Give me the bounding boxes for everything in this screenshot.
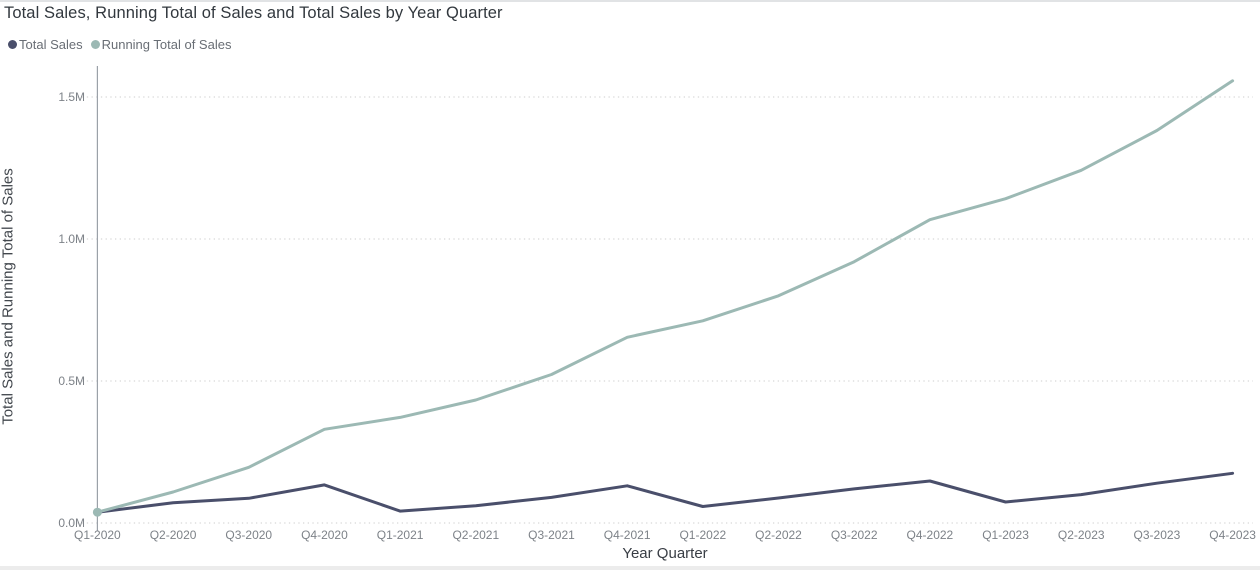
y-axis-tick-label: 1.5M: [58, 90, 85, 104]
x-axis-tick-label: Q1-2021: [376, 528, 424, 542]
x-axis-tick-label: Q1-2022: [679, 528, 727, 542]
series-line-total-sales[interactable]: [95, 471, 1235, 514]
y-axis-tick-label: 1.0M: [58, 232, 85, 246]
legend-item-running-total[interactable]: Running Total of Sales: [90, 37, 232, 52]
legend-dot-icon: [8, 40, 17, 49]
legend-item-total-sales[interactable]: Total Sales: [8, 37, 83, 52]
legend-dot-icon: [90, 40, 100, 49]
x-axis-tick-label: Q3-2020: [225, 528, 273, 542]
x-axis-tick-label: Q2-2022: [755, 528, 802, 542]
x-axis-tick-label: Q3-2023: [1133, 528, 1181, 542]
card-top-border: [0, 0, 1260, 2]
bottom-scroll-strip: [0, 566, 1260, 570]
x-axis-tick-label: Q2-2020: [149, 528, 197, 542]
legend-label: Total Sales: [19, 37, 83, 52]
legend-label: Running Total of Sales: [101, 37, 232, 52]
y-axis-tick-label: 0.0M: [58, 516, 85, 530]
x-axis-tick-label: Q4-2022: [906, 528, 954, 542]
first-point-marker[interactable]: [92, 507, 102, 517]
series-line-running-total[interactable]: [95, 79, 1235, 514]
x-axis-tick-label: Q4-2021: [603, 528, 651, 542]
x-axis-tick-label: Q3-2022: [830, 528, 878, 542]
x-axis-tick-label: Q4-2023: [1209, 528, 1256, 542]
x-axis-title: Year Quarter: [622, 545, 708, 562]
legend: Total Sales Running Total of Sales: [8, 37, 231, 52]
y-axis-tick-label: 0.5M: [58, 374, 85, 388]
chart-title: Total Sales, Running Total of Sales and …: [4, 4, 503, 22]
x-axis-tick-label: Q2-2021: [452, 528, 500, 542]
x-axis-tick-label: Q2-2023: [1057, 528, 1105, 542]
x-axis-tick-label: Q3-2021: [528, 528, 575, 542]
x-axis-tick-label: Q4-2020: [301, 528, 348, 542]
x-axis-tick-label: Q1-2023: [982, 528, 1029, 542]
x-axis-tick-label: Q1-2020: [74, 528, 121, 542]
